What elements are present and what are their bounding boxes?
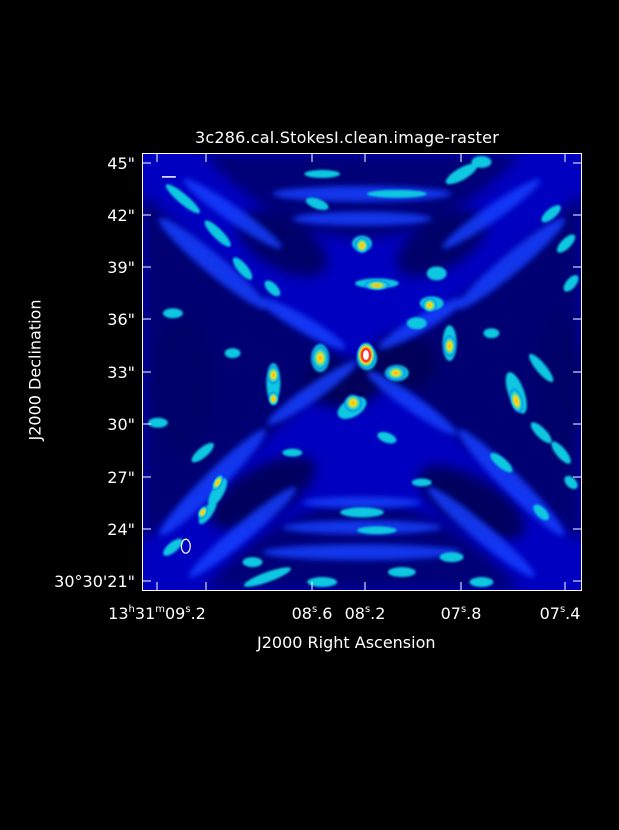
y-tick-label: 30" xyxy=(107,415,135,434)
x-tick-label: 07s.4 xyxy=(539,604,581,623)
y-tick-label: 27" xyxy=(107,468,135,487)
raster-peaks xyxy=(196,236,524,520)
y-tick-label: 45" xyxy=(107,154,135,173)
beam-ellipse xyxy=(180,538,191,554)
x-axis-title-text: J2000 Right Ascension xyxy=(257,633,436,652)
x-tick-label: 08s.6 xyxy=(291,604,333,623)
raster-image-panel[interactable] xyxy=(142,153,582,591)
raster-sidelobes xyxy=(158,178,566,578)
y-tick-label: 33" xyxy=(107,363,135,382)
y-tick-label: 36" xyxy=(107,310,135,329)
x-tick-label: 08s.2 xyxy=(344,604,386,623)
raster-image[interactable] xyxy=(143,154,581,590)
y-axis-title: J2000 Declination xyxy=(25,299,45,441)
x-tick-label: 07s.8 xyxy=(440,604,482,623)
y-tick-label: 42" xyxy=(107,206,135,225)
x-tick-label: 13h31m09s.2 xyxy=(108,604,206,623)
y-tick-label: 39" xyxy=(107,258,135,277)
y-tick-label-origin: 30°30'21" xyxy=(54,572,135,591)
image-title-text: 3c286.cal.StokesI.clean.image-raster xyxy=(195,128,499,147)
y-tick-label: 24" xyxy=(107,520,135,539)
